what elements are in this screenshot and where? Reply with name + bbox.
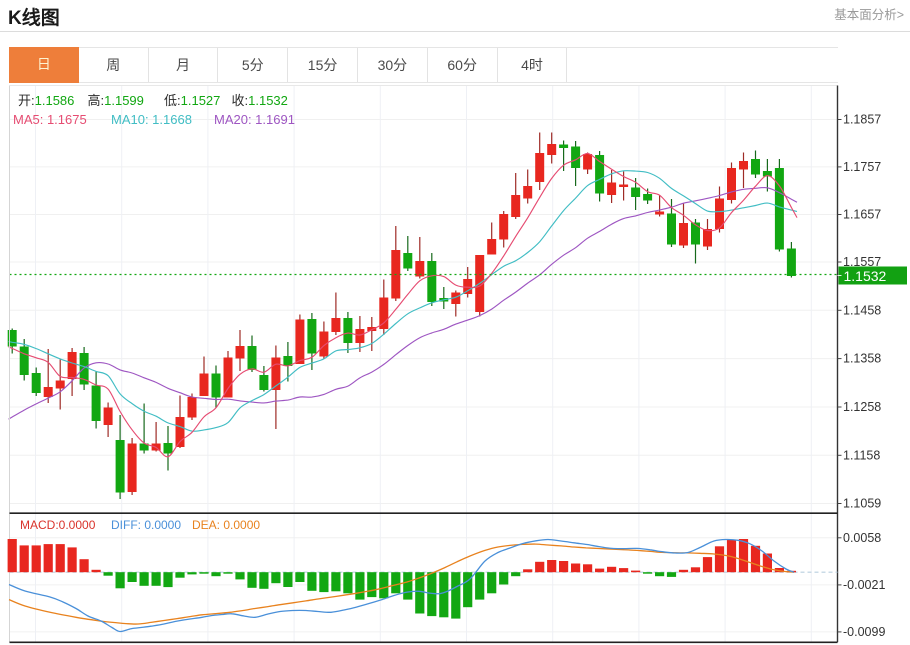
svg-text:-0.0099: -0.0099 <box>843 625 885 639</box>
svg-text:MACD:0.0000: MACD:0.0000 <box>20 518 96 532</box>
svg-text:高:1.1599: 高:1.1599 <box>88 93 144 108</box>
svg-text:DEA: 0.0000: DEA: 0.0000 <box>192 518 260 532</box>
svg-text:1.1358: 1.1358 <box>843 352 881 366</box>
svg-text:DIFF: 0.0000: DIFF: 0.0000 <box>111 518 181 532</box>
svg-text:1.1857: 1.1857 <box>843 113 881 127</box>
svg-text:-0.0021: -0.0021 <box>843 578 885 592</box>
svg-text:MA20: 1.1691: MA20: 1.1691 <box>214 112 295 127</box>
svg-text:MA10: 1.1668: MA10: 1.1668 <box>111 112 192 127</box>
svg-text:1.1532: 1.1532 <box>844 268 887 284</box>
svg-text:1.1458: 1.1458 <box>843 303 881 317</box>
svg-text:1.1657: 1.1657 <box>843 208 881 222</box>
svg-text:开:1.1586: 开:1.1586 <box>18 93 74 108</box>
svg-text:低:1.1527: 低:1.1527 <box>164 93 220 108</box>
svg-text:MA5: 1.1675: MA5: 1.1675 <box>13 112 87 127</box>
svg-text:1.1158: 1.1158 <box>843 448 880 462</box>
svg-text:1.1258: 1.1258 <box>843 400 881 414</box>
svg-text:收:1.1532: 收:1.1532 <box>232 93 288 108</box>
svg-text:1.1059: 1.1059 <box>843 497 881 511</box>
svg-text:1.1557: 1.1557 <box>843 255 881 269</box>
svg-text:0.0058: 0.0058 <box>843 531 881 545</box>
svg-text:1.1757: 1.1757 <box>843 160 881 174</box>
